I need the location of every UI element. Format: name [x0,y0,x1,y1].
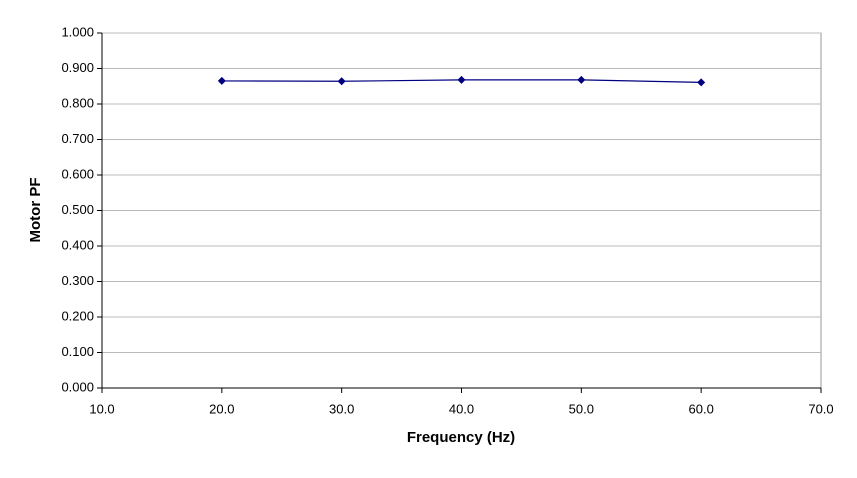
x-tick-label: 20.0 [209,401,234,416]
data-point [217,76,226,85]
x-tick-label: 10.0 [89,401,114,416]
y-tick-label: 0.100 [61,344,94,359]
x-tick-label: 30.0 [329,401,354,416]
data-point [697,78,706,87]
y-tick-label: 0.000 [61,379,94,394]
y-tick-label: 0.300 [61,273,94,288]
data-point [577,75,586,84]
x-tick-label: 60.0 [689,401,714,416]
data-point [337,77,346,86]
x-tick-label: 70.0 [808,401,833,416]
y-tick-label: 0.800 [61,95,94,110]
y-axis-title: Motor PF [27,178,44,243]
y-tick-label: 0.900 [61,60,94,75]
data-point [457,75,466,84]
y-tick-label: 0.600 [61,166,94,181]
y-tick-label: 0.200 [61,308,94,323]
x-tick-label: 50.0 [569,401,594,416]
x-axis-title: Frequency (Hz) [407,429,515,446]
x-tick-label: 40.0 [449,401,474,416]
y-tick-label: 0.500 [61,202,94,217]
y-tick-label: 0.400 [61,237,94,252]
y-tick-label: 1.000 [61,24,94,39]
y-tick-label: 0.700 [61,131,94,146]
